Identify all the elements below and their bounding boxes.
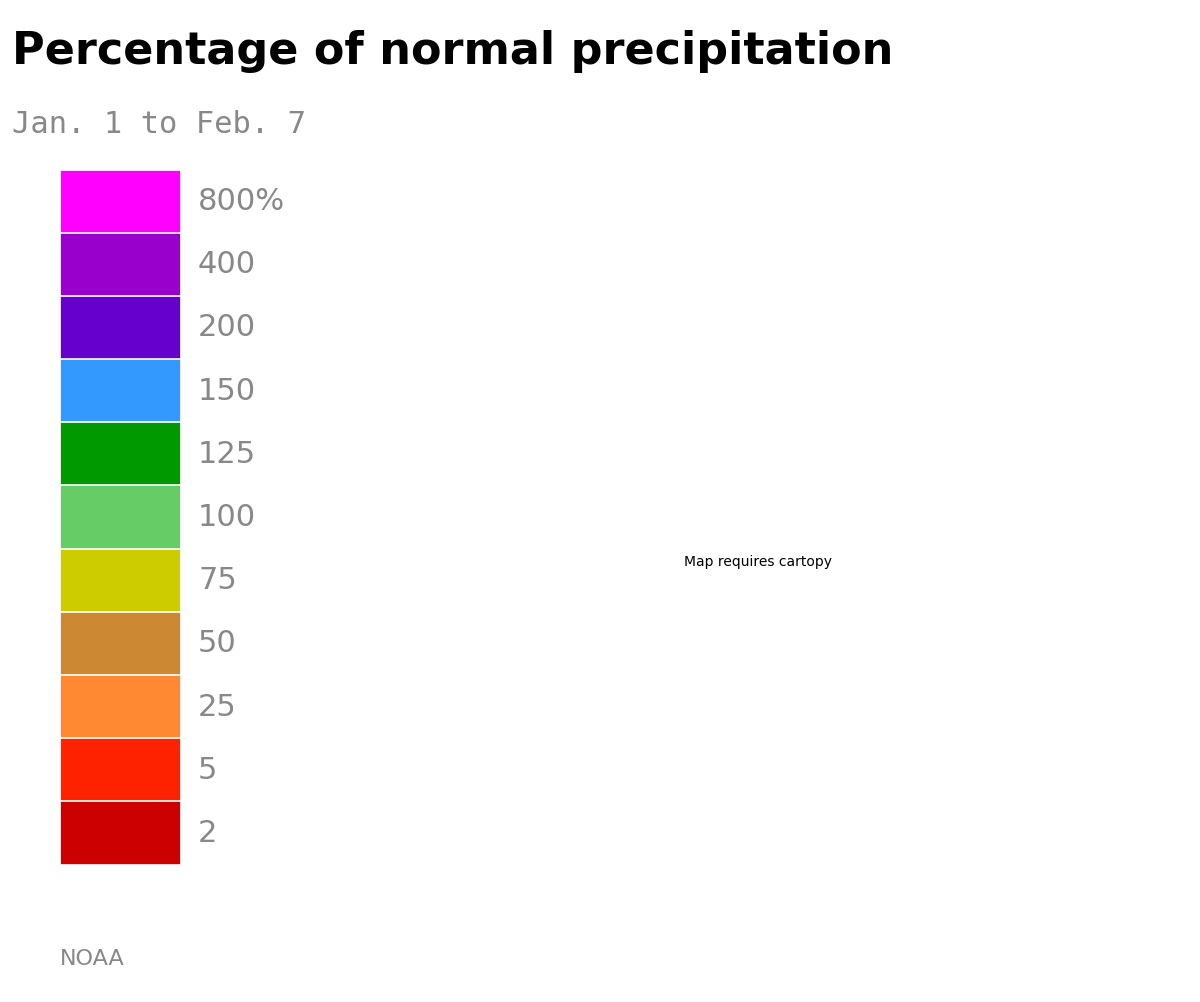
Text: 25: 25 [198, 692, 236, 720]
Text: 2: 2 [198, 819, 217, 847]
Text: NOAA: NOAA [60, 948, 125, 968]
Text: 75: 75 [198, 566, 236, 594]
Text: 125: 125 [198, 440, 256, 468]
Text: 800%: 800% [198, 187, 286, 215]
Text: 200: 200 [198, 314, 256, 342]
Text: Jan. 1 to Feb. 7: Jan. 1 to Feb. 7 [12, 110, 306, 139]
Text: 50: 50 [198, 629, 236, 657]
Text: 100: 100 [198, 503, 256, 531]
Text: 5: 5 [198, 756, 217, 784]
Text: Percentage of normal precipitation: Percentage of normal precipitation [12, 30, 893, 73]
Text: 400: 400 [198, 250, 256, 279]
Text: Map requires cartopy: Map requires cartopy [684, 554, 832, 568]
Text: 150: 150 [198, 377, 256, 405]
